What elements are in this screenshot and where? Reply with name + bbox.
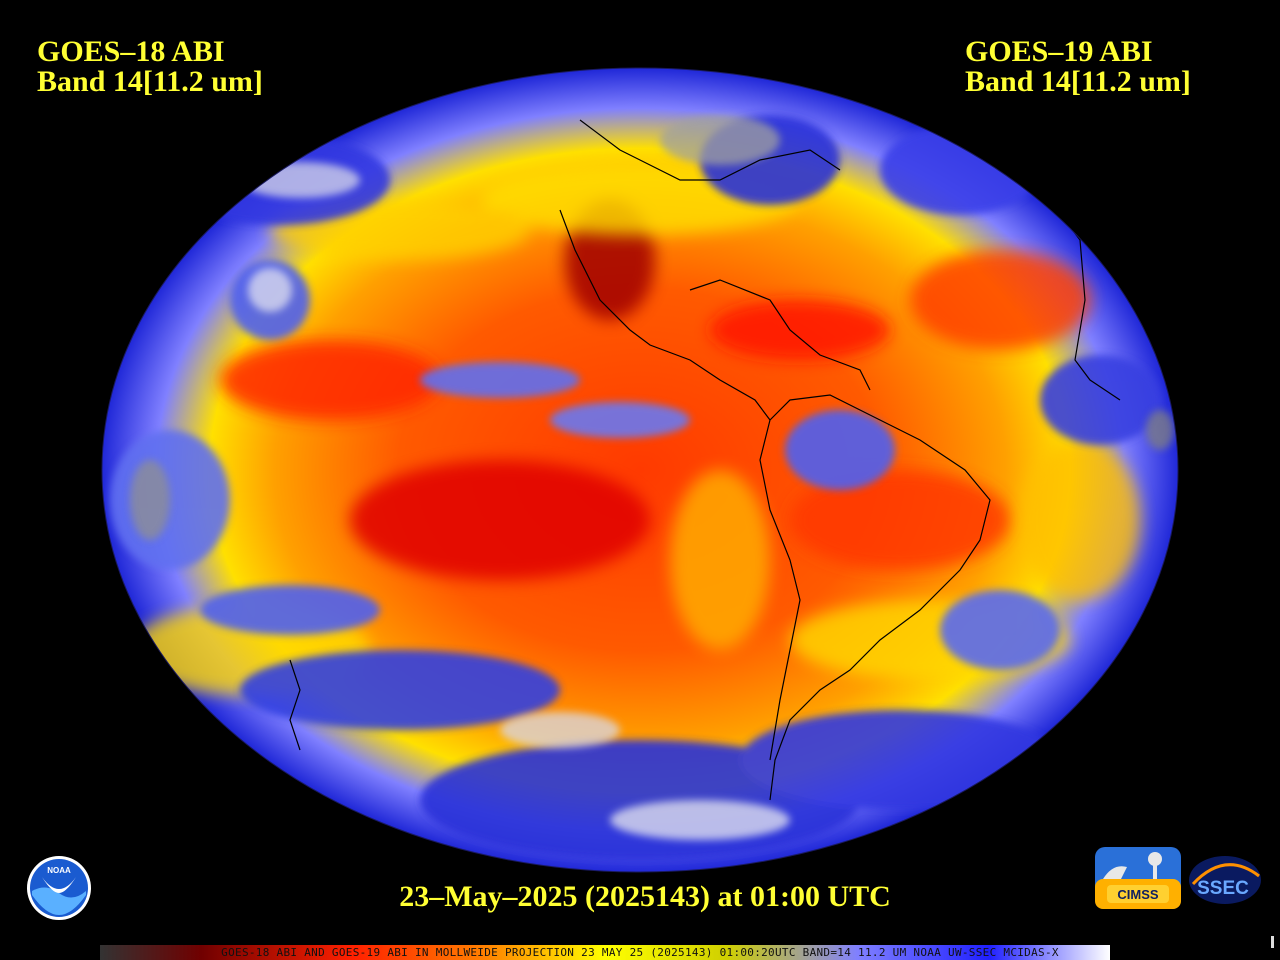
coastlines [289, 119, 1121, 801]
right-satellite-band: Band 14[11.2 um] [965, 65, 1191, 98]
noaa-logo-text: NOAA [47, 866, 71, 875]
noaa-logo: NOAA [27, 856, 91, 920]
cimss-logo: CIMSS [1095, 847, 1181, 909]
left-satellite-band: Band 14[11.2 um] [37, 65, 263, 98]
cimss-logo-text: CIMSS [1117, 887, 1159, 902]
color-scale-bar [100, 945, 1110, 960]
right-satellite-name: GOES–19 ABI [965, 35, 1153, 68]
image-timestamp: 23–May–2025 (2025143) at 01:00 UTC [399, 880, 891, 913]
cursor-marker [1271, 936, 1274, 948]
ssec-logo: SSEC [1189, 856, 1261, 904]
left-satellite-name: GOES–18 ABI [37, 35, 225, 68]
left-satellite-label: GOES–18 ABI Band 14[11.2 um] [37, 37, 263, 97]
footer-caption: GOES-18 ABI AND GOES-19 ABI IN MOLLWEIDE… [221, 946, 1059, 959]
right-satellite-label: GOES–19 ABI Band 14[11.2 um] [965, 37, 1191, 97]
ssec-logo-text: SSEC [1197, 878, 1249, 899]
earth-disk [102, 68, 1178, 872]
